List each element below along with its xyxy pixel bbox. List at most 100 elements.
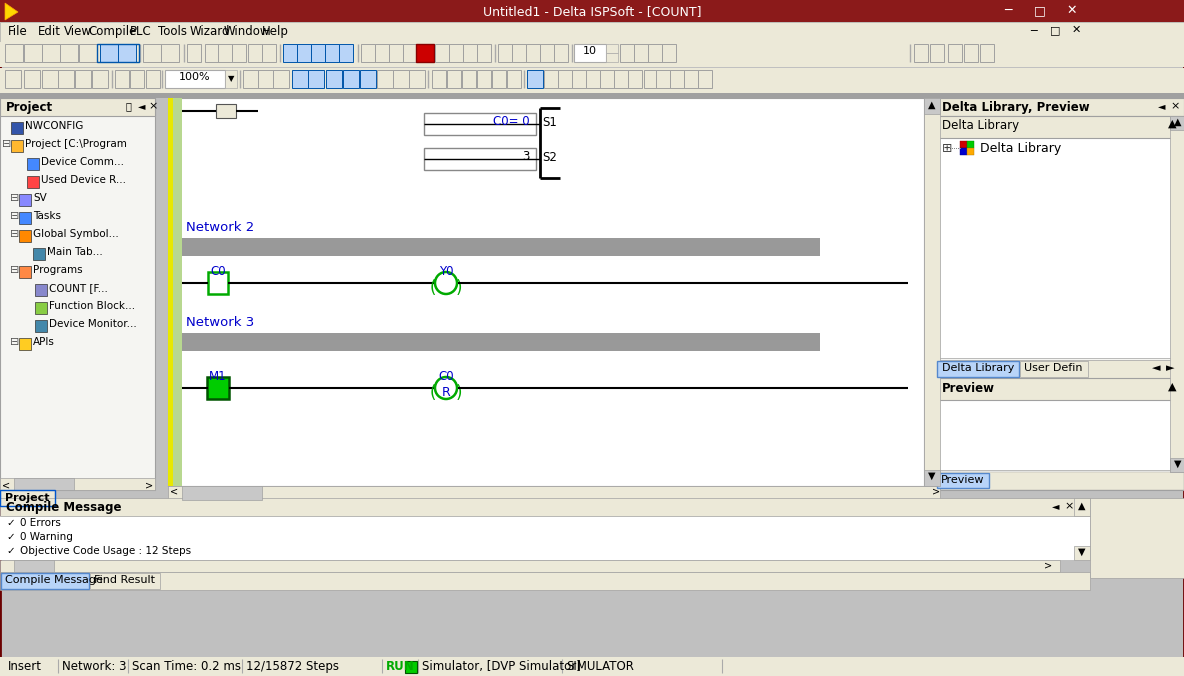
Text: ▼: ▼	[928, 471, 935, 481]
Bar	[27, 176, 39, 188]
Bar	[19, 338, 31, 350]
Bar	[19, 230, 31, 242]
Text: C0= 0: C0= 0	[494, 115, 530, 128]
Bar	[218, 44, 232, 62]
Text: ▼: ▼	[1175, 459, 1182, 469]
Text: >: >	[144, 480, 153, 490]
Text: ◄: ◄	[1158, 101, 1165, 111]
Bar	[937, 116, 1184, 138]
Bar	[0, 98, 155, 490]
Text: (: (	[430, 279, 436, 297]
Bar	[36, 302, 47, 314]
Bar	[967, 141, 974, 148]
Bar	[274, 70, 289, 88]
Bar	[0, 560, 1060, 572]
Bar	[699, 70, 712, 88]
Text: □: □	[1034, 4, 1045, 17]
Text: Window: Window	[224, 25, 270, 38]
Bar	[182, 333, 821, 351]
Bar	[449, 44, 463, 62]
Bar	[0, 478, 155, 490]
Bar	[297, 44, 311, 62]
Text: ▼: ▼	[227, 74, 234, 83]
Text: Edit: Edit	[38, 25, 62, 38]
Bar	[924, 98, 940, 486]
Text: Help: Help	[262, 25, 289, 38]
Bar	[628, 70, 642, 88]
Bar	[614, 70, 628, 88]
Bar	[1074, 498, 1090, 516]
Text: ✕: ✕	[1072, 25, 1081, 35]
Bar	[0, 93, 1184, 98]
Text: 0 Warning: 0 Warning	[20, 532, 73, 542]
Text: Delta Library: Delta Library	[980, 142, 1061, 155]
Text: S1: S1	[542, 116, 556, 129]
Bar	[586, 70, 600, 88]
Text: Network 3: Network 3	[186, 316, 255, 329]
Bar	[656, 70, 670, 88]
Bar	[339, 44, 353, 62]
Text: SIMULATOR: SIMULATOR	[566, 660, 633, 673]
Bar	[60, 44, 78, 62]
Text: Simulator, [DVP Simulator]: Simulator, [DVP Simulator]	[422, 660, 581, 673]
Bar	[511, 44, 526, 62]
Text: Used Device R...: Used Device R...	[41, 175, 126, 185]
Text: C0: C0	[438, 370, 453, 383]
Bar	[168, 486, 940, 500]
Text: Delta Library, Preview: Delta Library, Preview	[942, 101, 1089, 114]
Text: ✓: ✓	[6, 532, 14, 542]
Text: Delta Library: Delta Library	[942, 119, 1019, 132]
Text: >: >	[932, 487, 940, 497]
Bar	[662, 44, 676, 62]
Bar	[168, 98, 924, 486]
Bar	[41, 44, 60, 62]
Text: Preview: Preview	[941, 475, 985, 485]
Bar	[0, 498, 1090, 516]
Text: <: <	[2, 480, 11, 490]
Bar	[633, 44, 648, 62]
Text: ◄: ◄	[139, 101, 146, 111]
Bar	[574, 44, 606, 62]
Bar	[648, 44, 662, 62]
Text: ⊟: ⊟	[9, 337, 19, 347]
Text: >: >	[1044, 561, 1053, 571]
Bar	[967, 148, 974, 155]
Bar	[1090, 498, 1184, 578]
Text: Main Tab...: Main Tab...	[47, 247, 103, 257]
Text: 0 Errors: 0 Errors	[20, 518, 60, 528]
Bar	[0, 490, 54, 506]
Bar	[19, 194, 31, 206]
Bar	[390, 44, 403, 62]
Bar	[1170, 116, 1184, 130]
Bar	[600, 70, 614, 88]
Bar	[1170, 458, 1184, 472]
Text: View: View	[64, 25, 92, 38]
Text: ▲: ▲	[1167, 382, 1177, 392]
Text: Project: Project	[5, 493, 50, 503]
Bar	[543, 70, 558, 88]
Text: ×: ×	[1170, 101, 1179, 111]
Text: <: <	[170, 487, 178, 497]
Text: ✕: ✕	[1067, 4, 1077, 17]
Bar	[243, 70, 259, 88]
Bar	[0, 516, 1090, 560]
Bar	[558, 70, 572, 88]
Bar	[416, 44, 435, 62]
Bar	[432, 70, 446, 88]
Bar	[99, 44, 118, 62]
Bar	[24, 44, 41, 62]
Bar	[0, 572, 1090, 590]
Bar	[0, 98, 155, 116]
Text: ⊟: ⊟	[9, 265, 19, 275]
Text: Function Block...: Function Block...	[49, 301, 135, 311]
Text: C0: C0	[211, 265, 226, 278]
Bar	[36, 284, 47, 296]
Text: ▲: ▲	[928, 100, 935, 110]
Bar	[937, 472, 1184, 490]
Bar	[0, 657, 1184, 676]
Bar	[937, 98, 1184, 116]
Bar	[143, 44, 161, 62]
Bar	[937, 361, 1019, 377]
Text: ⊟: ⊟	[9, 193, 19, 203]
Bar	[14, 478, 73, 490]
